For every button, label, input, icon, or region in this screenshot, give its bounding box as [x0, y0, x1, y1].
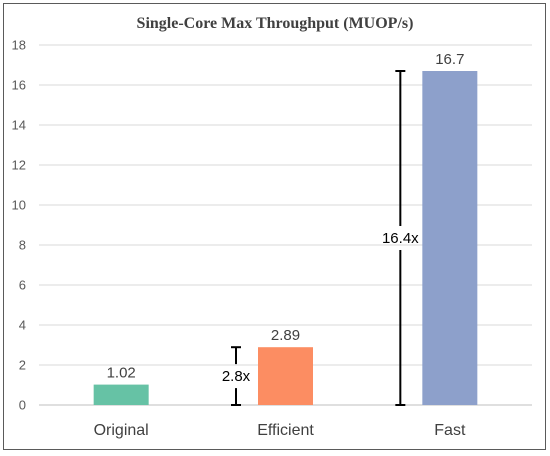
bars: 1.02 2.89 16.7: [93, 51, 478, 405]
bar: [258, 347, 313, 405]
bar-value-label: 1.02: [107, 365, 136, 382]
speedup-label: 16.4x: [382, 230, 419, 247]
speedup-bracket: 16.4x: [382, 70, 419, 406]
bar-value-label: 16.7: [435, 51, 464, 68]
bar-chart: Single-Core Max Throughput (MUOP/s) 0 2 4 6…: [12, 15, 532, 439]
y-tick-label: 18: [12, 38, 26, 53]
y-tick-label: 14: [12, 118, 26, 133]
chart-title: Single-Core Max Throughput (MUOP/s): [137, 15, 414, 32]
y-tick-label: 6: [19, 278, 26, 293]
gridlines: [39, 44, 532, 406]
chart-frame: Single-Core Max Throughput (MUOP/s) 0 2 4 6…: [3, 3, 546, 450]
x-category-label: Fast: [434, 422, 466, 439]
y-axis-ticks: 0 2 4 6 8 10 12 14 16 18: [12, 38, 26, 413]
bar: [93, 384, 149, 405]
y-tick-label: 8: [19, 238, 26, 253]
x-category-label: Original: [94, 422, 149, 439]
bar-value-label: 2.89: [271, 327, 300, 344]
y-tick-label: 2: [19, 358, 26, 373]
bar: [422, 71, 478, 405]
y-tick-label: 0: [19, 398, 26, 413]
x-category-label: Efficient: [257, 422, 314, 439]
speedup-label: 2.8x: [222, 368, 251, 385]
y-tick-label: 10: [12, 198, 26, 213]
y-tick-label: 16: [12, 78, 26, 93]
speedup-bracket: 2.8x: [222, 346, 251, 406]
annotations: 2.8x 16.4x: [222, 70, 419, 406]
y-tick-label: 12: [12, 158, 26, 173]
x-axis-categories: Original Efficient Fast: [94, 422, 466, 439]
y-tick-label: 4: [19, 318, 26, 333]
